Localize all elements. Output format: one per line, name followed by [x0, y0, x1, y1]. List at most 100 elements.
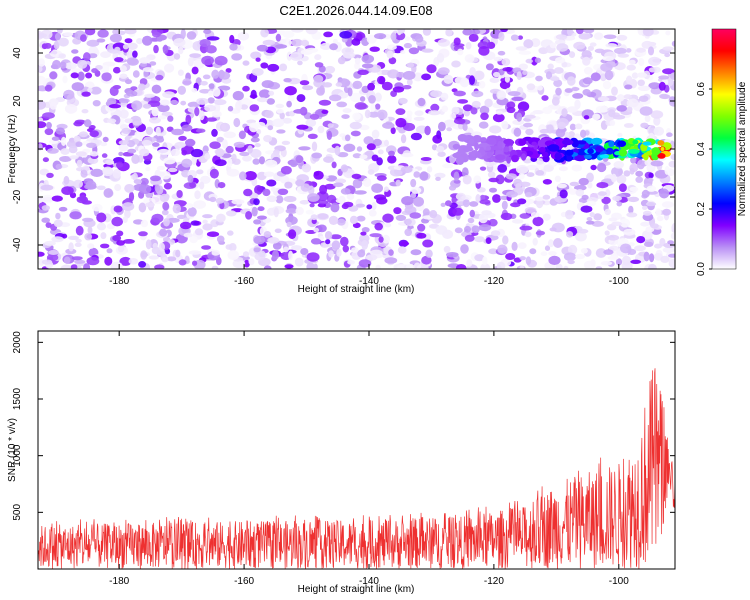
heatmap-cell [53, 219, 63, 228]
heatmap-cell [368, 209, 377, 217]
heatmap-cell [206, 117, 217, 122]
heatmap-cell [191, 88, 198, 93]
heatmap-cell [526, 83, 536, 91]
heatmap-cell [314, 62, 324, 68]
heatmap-cell [372, 138, 382, 146]
heatmap-cell [249, 94, 258, 99]
heatmap-cell [83, 119, 92, 128]
heatmap-cell [263, 231, 272, 238]
heatmap-cell [442, 163, 454, 169]
heatmap-cell [638, 95, 649, 102]
heatmap-cell [367, 169, 375, 175]
heatmap-cell [260, 62, 269, 69]
heatmap-cell [371, 183, 383, 193]
heatmap-cell [555, 87, 562, 96]
heatmap-cell [216, 235, 225, 243]
heatmap-cell [567, 76, 576, 86]
heatmap-cell [547, 63, 554, 70]
heatmap-cell [275, 195, 284, 204]
heatmap-cell [60, 264, 73, 269]
heatmap-cell [289, 160, 298, 168]
heatmap-cell [301, 163, 312, 173]
heatmap-cell [410, 228, 417, 234]
snr-x-axis: -180 -160 -140 -120 -100 [109, 331, 629, 587]
heatmap-cell [664, 138, 672, 144]
heatmap-cell [608, 140, 615, 148]
heatmap-cell [251, 68, 264, 76]
colorbar-tick-label: 0.4 [696, 142, 707, 156]
heatmap-cell [461, 167, 469, 178]
heatmap-cell [159, 193, 170, 203]
heatmap-cell [71, 82, 85, 92]
heatmap-cell [445, 200, 452, 207]
heatmap-cell [356, 215, 366, 222]
heatmap-cell [113, 66, 121, 74]
heatmap-cell [597, 191, 607, 196]
heatmap-cell [671, 222, 675, 233]
heatmap-cell [387, 69, 400, 79]
heatmap-cell [627, 148, 640, 154]
heatmap-cell [366, 204, 373, 210]
heatmap-cell [603, 249, 614, 255]
heatmap-cell [408, 47, 420, 55]
heatmap-cell [266, 179, 277, 187]
heatmap-cell [71, 49, 79, 54]
heatmap-cell [63, 256, 71, 264]
heatmap-cell [149, 61, 157, 66]
heatmap-cell [542, 194, 551, 200]
heatmap-cell [340, 236, 349, 247]
heatmap-cell [623, 123, 634, 128]
heatmap-cell [571, 164, 583, 172]
heatmap-cell [124, 118, 134, 124]
heatmap-cell [426, 64, 437, 74]
heatmap-cell [523, 39, 534, 49]
heatmap-cell [609, 120, 616, 126]
heatmap-cell [311, 152, 323, 159]
heatmap-cell [44, 42, 52, 49]
heatmap-cell [479, 166, 487, 171]
heatmap-cell [263, 171, 275, 177]
heatmap-cell [126, 50, 134, 60]
heatmap-cell [325, 239, 331, 245]
heatmap-cell [80, 34, 87, 42]
heatmap-cell [478, 121, 489, 129]
heatmap-cell [46, 253, 59, 262]
heatmap-cell [535, 158, 545, 165]
heatmap-cell [374, 33, 387, 40]
heatmap-cell [371, 129, 380, 139]
heatmap-cell [532, 110, 544, 115]
heatmap-cell [478, 46, 490, 56]
heatmap-cell [647, 46, 655, 56]
heatmap-cell [627, 248, 637, 255]
heatmap-cell [62, 75, 68, 84]
heatmap-cell [240, 104, 249, 110]
heatmap-cell [161, 111, 173, 117]
heatmap-cell [611, 221, 623, 227]
snr-series-line [38, 368, 675, 569]
heatmap-cell [202, 219, 208, 224]
heatmap-cell [317, 213, 329, 220]
heatmap-cell [231, 53, 243, 61]
heatmap-cell [63, 32, 74, 37]
heatmap-cell [86, 256, 100, 266]
heatmap-cell [81, 91, 91, 97]
heatmap-cell [128, 258, 139, 265]
heatmap-cell [596, 162, 607, 173]
snr-x-tick-label: -180 [109, 576, 129, 587]
heatmap-cell [616, 174, 627, 184]
heatmap-cell [204, 153, 211, 160]
heatmap-cell [644, 115, 651, 123]
heatmap-cell [595, 105, 609, 113]
heatmap-cell [503, 146, 510, 153]
heatmap-cell [232, 259, 246, 269]
heatmap-cell [582, 89, 591, 96]
heatmap-cell [628, 205, 634, 214]
heatmap-cell [591, 220, 604, 227]
heatmap-cell [478, 224, 492, 232]
heatmap-cell [364, 109, 371, 119]
heatmap-cell [639, 106, 653, 116]
heatmap-cell [335, 82, 343, 87]
heatmap-cell [400, 134, 407, 144]
heatmap-cell [327, 123, 334, 128]
heatmap-cell [600, 63, 613, 72]
